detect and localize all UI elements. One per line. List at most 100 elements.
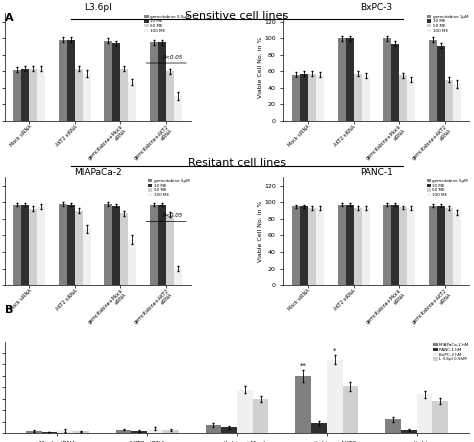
Bar xyxy=(83,229,91,285)
Bar xyxy=(237,390,253,433)
Text: *: * xyxy=(333,347,337,354)
Bar xyxy=(29,69,37,121)
Bar xyxy=(300,74,308,121)
Bar xyxy=(399,207,407,285)
Text: **: ** xyxy=(300,362,307,368)
Bar xyxy=(42,432,57,433)
Bar xyxy=(158,205,166,285)
Bar xyxy=(292,206,300,285)
Y-axis label: Viable Cell No. in %: Viable Cell No. in % xyxy=(258,201,263,262)
Bar xyxy=(311,423,327,433)
Bar xyxy=(26,431,42,433)
Bar xyxy=(362,208,370,285)
Bar xyxy=(21,69,29,121)
Bar xyxy=(383,38,391,121)
Bar xyxy=(343,386,358,433)
Bar xyxy=(206,425,221,433)
Bar xyxy=(391,44,399,121)
Bar xyxy=(253,399,268,433)
Bar xyxy=(401,430,417,433)
Bar xyxy=(104,41,112,121)
Bar xyxy=(295,376,311,433)
Bar xyxy=(391,205,399,285)
Bar xyxy=(174,96,182,121)
Bar xyxy=(116,430,131,433)
Text: Resitant cell lines: Resitant cell lines xyxy=(188,158,286,168)
Title: L3.6pl: L3.6pl xyxy=(84,4,111,12)
Legend: gemcitabine 1μM, 10 ME, 50 ME, 100 ME: gemcitabine 1μM, 10 ME, 50 ME, 100 ME xyxy=(426,14,469,34)
Bar xyxy=(383,205,391,285)
Bar xyxy=(362,76,370,121)
Bar xyxy=(13,70,21,121)
Bar xyxy=(407,208,415,285)
Bar xyxy=(147,429,163,433)
Bar xyxy=(120,213,128,285)
Text: A: A xyxy=(5,13,13,23)
Bar xyxy=(158,42,166,121)
Bar xyxy=(13,205,21,285)
Bar xyxy=(150,42,158,121)
Bar xyxy=(453,84,461,121)
Bar xyxy=(166,215,174,285)
Legend: gemcitabine 0.5μM, 10 ME, 50 ME, 100 ME: gemcitabine 0.5μM, 10 ME, 50 ME, 100 ME xyxy=(144,14,190,34)
Bar xyxy=(445,80,453,121)
Legend: gemcitabine 5μM, 10 ME, 50 ME, 100 ME: gemcitabine 5μM, 10 ME, 50 ME, 100 ME xyxy=(426,178,469,198)
Bar xyxy=(112,43,120,121)
Legend: gemcitabine 5μM, 10 ME, 50 ME, 100 ME: gemcitabine 5μM, 10 ME, 50 ME, 100 ME xyxy=(147,178,190,198)
Title: MIAPaCa-2: MIAPaCa-2 xyxy=(74,168,121,177)
Bar xyxy=(445,208,453,285)
Bar xyxy=(354,208,362,285)
Bar xyxy=(128,240,137,285)
Legend: MIAPaCa-2 hM, PANC-1 hM, BxPC-3 hM, L 3.6pl 0.5hM: MIAPaCa-2 hM, PANC-1 hM, BxPC-3 hM, L 3.… xyxy=(432,342,469,362)
Bar xyxy=(57,431,73,433)
Bar xyxy=(346,205,354,285)
Bar xyxy=(21,205,29,285)
Bar xyxy=(166,71,174,121)
Bar xyxy=(59,204,67,285)
Bar xyxy=(308,74,316,121)
Bar xyxy=(385,419,401,433)
Title: PANC-1: PANC-1 xyxy=(360,168,393,177)
Bar xyxy=(59,40,67,121)
Text: P<0.05: P<0.05 xyxy=(163,55,183,60)
Y-axis label: Viable Cell No. in %: Viable Cell No. in % xyxy=(258,37,263,98)
Bar xyxy=(437,206,445,285)
Bar xyxy=(292,75,300,121)
Bar xyxy=(131,431,147,433)
Bar xyxy=(354,74,362,121)
Bar xyxy=(221,427,237,433)
Bar xyxy=(300,206,308,285)
Bar xyxy=(346,38,354,121)
Bar xyxy=(29,209,37,285)
Bar xyxy=(453,212,461,285)
Bar xyxy=(67,205,75,285)
Bar xyxy=(120,69,128,121)
Bar xyxy=(429,206,437,285)
Bar xyxy=(407,80,415,121)
Bar xyxy=(316,208,324,285)
Bar xyxy=(73,431,89,433)
Bar xyxy=(399,76,407,121)
Bar xyxy=(432,401,448,433)
Bar xyxy=(437,46,445,121)
Bar xyxy=(83,74,91,121)
Bar xyxy=(316,75,324,121)
Text: P<0.05: P<0.05 xyxy=(163,213,183,218)
Bar xyxy=(337,205,346,285)
Bar xyxy=(163,430,179,433)
Bar xyxy=(327,360,343,433)
Bar xyxy=(37,69,45,121)
Title: BxPC-3: BxPC-3 xyxy=(360,4,392,12)
Bar xyxy=(112,206,120,285)
Bar xyxy=(104,204,112,285)
Bar xyxy=(75,210,83,285)
Bar xyxy=(128,82,137,121)
Bar xyxy=(150,205,158,285)
Bar xyxy=(75,69,83,121)
Bar xyxy=(308,208,316,285)
Bar xyxy=(67,40,75,121)
Bar xyxy=(174,269,182,285)
Bar xyxy=(417,394,432,433)
Bar xyxy=(37,206,45,285)
Bar xyxy=(429,40,437,121)
